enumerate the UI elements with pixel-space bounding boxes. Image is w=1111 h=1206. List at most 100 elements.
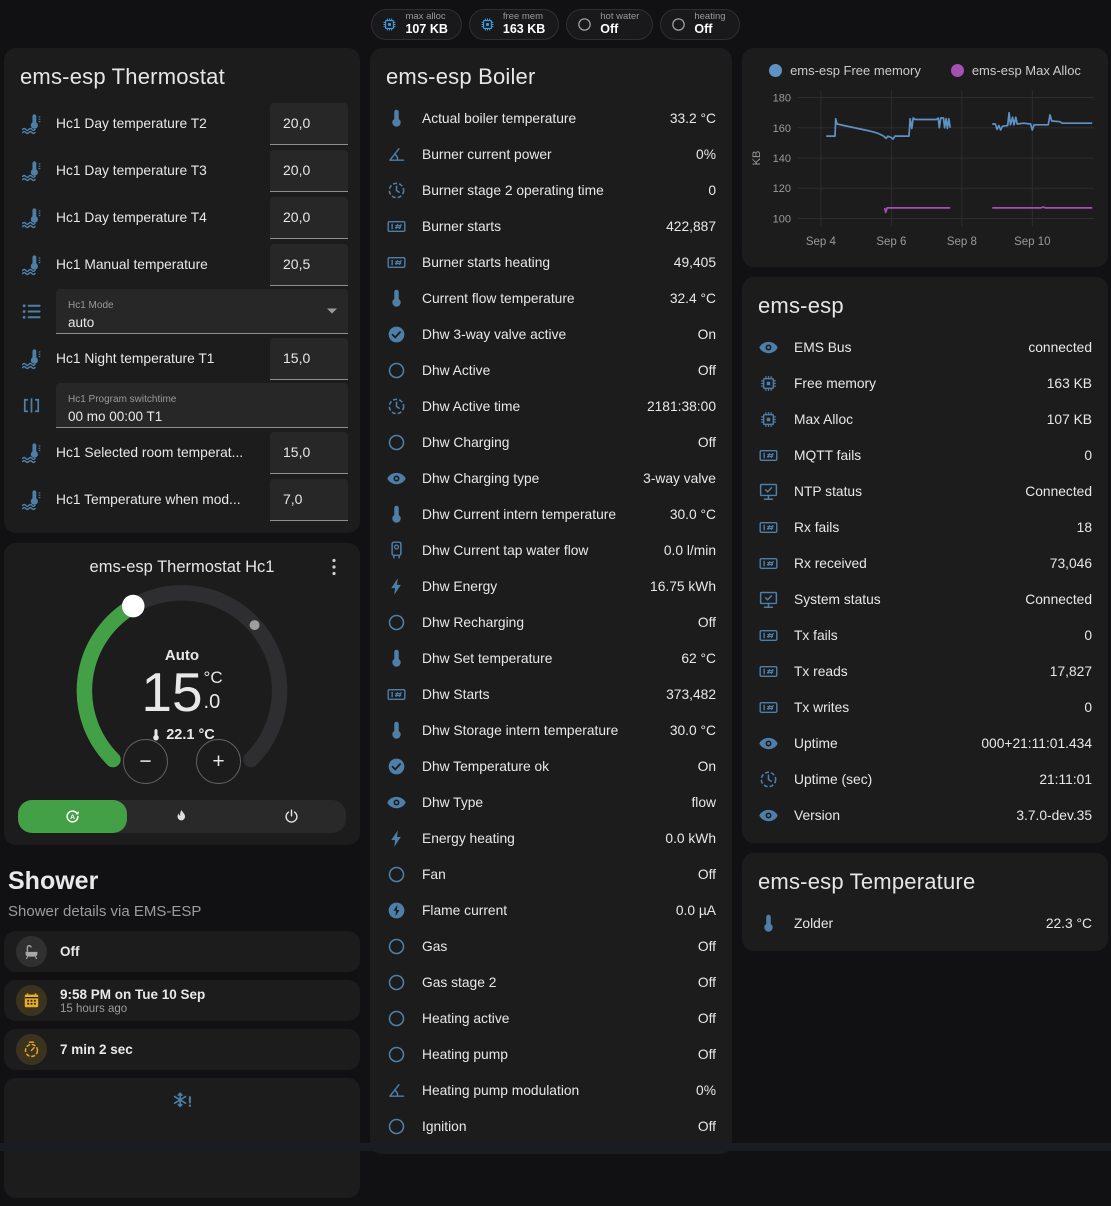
entity-row[interactable]: Dhw 3-way valve active On (370, 316, 732, 352)
entity-label: Hc1 Night temperature T1 (56, 351, 215, 366)
entity-row[interactable]: Dhw Storage intern temperature 30.0 °C (370, 712, 732, 748)
legend-item[interactable]: ems-esp Free memory (769, 63, 921, 78)
entity-row[interactable]: Energy heating 0.0 kWh (370, 820, 732, 856)
entity-row[interactable]: Hc1 Day temperature T2 20,0 (4, 100, 360, 147)
increase-temp-button[interactable]: + (196, 739, 241, 784)
legend-item[interactable]: ems-esp Max Alloc (950, 63, 1081, 78)
text-field[interactable]: Hc1 Program switchtime 00 mo 00:00 T1 (56, 383, 348, 428)
entity-row[interactable]: System status Connected (742, 581, 1108, 617)
entity-row[interactable]: Heating active Off (370, 1000, 732, 1036)
badge-max-alloc[interactable]: max alloc 107 KB (371, 9, 462, 40)
number-input[interactable]: 15,0 (270, 337, 348, 380)
entity-row[interactable]: Ignition Off (370, 1108, 732, 1144)
entity-row[interactable]: Uptime 000+21:11:01.434 (742, 725, 1108, 761)
entity-row[interactable]: Tx fails 0 (742, 617, 1108, 653)
entity-label: Dhw Active (422, 362, 491, 378)
entity-row[interactable]: Hc1 Program switchtime 00 mo 00:00 T1 (4, 382, 360, 429)
card-title: ems-esp Thermostat (20, 64, 225, 89)
entity-row[interactable]: Rx fails 18 (742, 509, 1108, 545)
badge-hot-water[interactable]: hot water Off (566, 9, 654, 40)
bolt-icon (386, 828, 407, 849)
mode-off-button[interactable] (237, 800, 346, 833)
mode-auto-button[interactable]: A (18, 800, 128, 833)
entity-row[interactable]: Zolder 22.3 °C (742, 905, 1108, 941)
chip-icon (381, 16, 398, 33)
eye-icon (386, 468, 407, 489)
entity-row[interactable]: Dhw Active time 2181:38:00 (370, 388, 732, 424)
badge-heating[interactable]: heating Off (660, 9, 740, 40)
number-input[interactable]: 20,5 (270, 243, 348, 286)
decrease-temp-button[interactable]: − (123, 739, 168, 784)
entity-row[interactable]: Rx received 73,046 (742, 545, 1108, 581)
entity-label: Max Alloc (794, 411, 854, 427)
shower-item[interactable]: Off (4, 931, 360, 972)
entity-row[interactable]: Dhw Active Off (370, 352, 732, 388)
entity-row[interactable]: Dhw Recharging Off (370, 604, 732, 640)
more-options-icon[interactable] (322, 555, 346, 579)
entity-row[interactable]: Max Alloc 107 KB (742, 401, 1108, 437)
entity-row[interactable]: Actual boiler temperature 33.2 °C (370, 100, 732, 136)
number-input[interactable]: 20,0 (270, 196, 348, 239)
entity-row[interactable]: Uptime (sec) 21:11:01 (742, 761, 1108, 797)
entity-row[interactable]: Hc1 Manual temperature 20,5 (4, 241, 360, 288)
entity-row[interactable]: Burner starts heating 49,405 (370, 244, 732, 280)
entity-row[interactable]: Dhw Charging type 3-way valve (370, 460, 732, 496)
entity-row[interactable]: Dhw Current tap water flow 0.0 l/min (370, 532, 732, 568)
entity-row[interactable]: Burner current power 0% (370, 136, 732, 172)
entity-row[interactable]: Hc1 Day temperature T3 20,0 (4, 147, 360, 194)
chip-icon (479, 16, 496, 33)
bolt-icon (386, 576, 407, 597)
clock-icon (386, 180, 407, 201)
entity-row[interactable]: Heating pump modulation 0% (370, 1072, 732, 1108)
entity-label: Uptime (sec) (794, 771, 873, 787)
entity-row[interactable]: Gas stage 2 Off (370, 964, 732, 1000)
entity-row[interactable]: Flame current 0.0 µA (370, 892, 732, 928)
shower-item[interactable] (4, 1078, 360, 1198)
entity-row[interactable]: Dhw Energy 16.75 kWh (370, 568, 732, 604)
entity-row[interactable]: Dhw Set temperature 62 °C (370, 640, 732, 676)
entity-row[interactable]: Tx writes 0 (742, 689, 1108, 725)
entity-row[interactable]: Dhw Starts 373,482 (370, 676, 732, 712)
entity-row[interactable]: Dhw Temperature ok On (370, 748, 732, 784)
entity-row[interactable]: Dhw Charging Off (370, 424, 732, 460)
entity-row[interactable]: Dhw Current intern temperature 30.0 °C (370, 496, 732, 532)
number-input[interactable]: 15,0 (270, 431, 348, 474)
entity-row[interactable]: Dhw Type flow (370, 784, 732, 820)
dial-handle[interactable] (121, 594, 145, 618)
number-input[interactable]: 7,0 (270, 478, 348, 521)
thermostat-rows: Hc1 Day temperature T2 20,0 Hc1 Day temper… (4, 100, 360, 523)
entity-label: Dhw Set temperature (422, 650, 553, 666)
entity-row[interactable]: Fan Off (370, 856, 732, 892)
entity-row[interactable]: Free memory 163 KB (742, 365, 1108, 401)
entity-row[interactable]: Hc1 Night temperature T1 15,0 (4, 335, 360, 382)
entity-value: 49,405 (673, 254, 716, 270)
entity-row[interactable]: Gas Off (370, 928, 732, 964)
number-input[interactable]: 20,0 (270, 149, 348, 192)
eye-icon (758, 805, 779, 826)
entity-row[interactable]: Heating pump Off (370, 1036, 732, 1072)
entity-row[interactable]: Burner stage 2 operating time 0 (370, 172, 732, 208)
entity-row[interactable]: Hc1 Day temperature T4 20,0 (4, 194, 360, 241)
svg-text:180: 180 (773, 93, 791, 105)
entity-row[interactable]: Burner starts 422,887 (370, 208, 732, 244)
select-field[interactable]: Hc1 Mode auto (56, 289, 348, 334)
entity-row[interactable]: MQTT fails 0 (742, 437, 1108, 473)
entity-row[interactable]: Hc1 Temperature when mod... 7,0 (4, 476, 360, 523)
dial-card-title: ems-esp Thermostat Hc1 (89, 557, 275, 576)
entity-row[interactable]: EMS Bus connected (742, 329, 1108, 365)
entity-row[interactable]: Hc1 Mode auto (4, 288, 360, 335)
entity-row[interactable]: Current flow temperature 32.4 °C (370, 280, 732, 316)
entity-label: MQTT fails (794, 447, 862, 463)
entity-row[interactable]: NTP status Connected (742, 473, 1108, 509)
badge-free-mem[interactable]: free mem 163 KB (468, 9, 560, 40)
mode-heat-button[interactable] (127, 800, 236, 833)
field-label: Hc1 Program switchtime (68, 394, 177, 405)
number-input[interactable]: 20,0 (270, 102, 348, 145)
entity-row[interactable]: Version 3.7.0-dev.35 (742, 797, 1108, 833)
entity-row[interactable]: Hc1 Selected room temperat... 15,0 (4, 429, 360, 476)
entity-value: 373,482 (666, 686, 716, 702)
entity-label: Dhw Active time (422, 398, 521, 414)
shower-item[interactable]: 9:58 PM on Tue 10 Sep 15 hours ago (4, 980, 360, 1021)
shower-item[interactable]: 7 min 2 sec (4, 1029, 360, 1070)
entity-row[interactable]: Tx reads 17,827 (742, 653, 1108, 689)
